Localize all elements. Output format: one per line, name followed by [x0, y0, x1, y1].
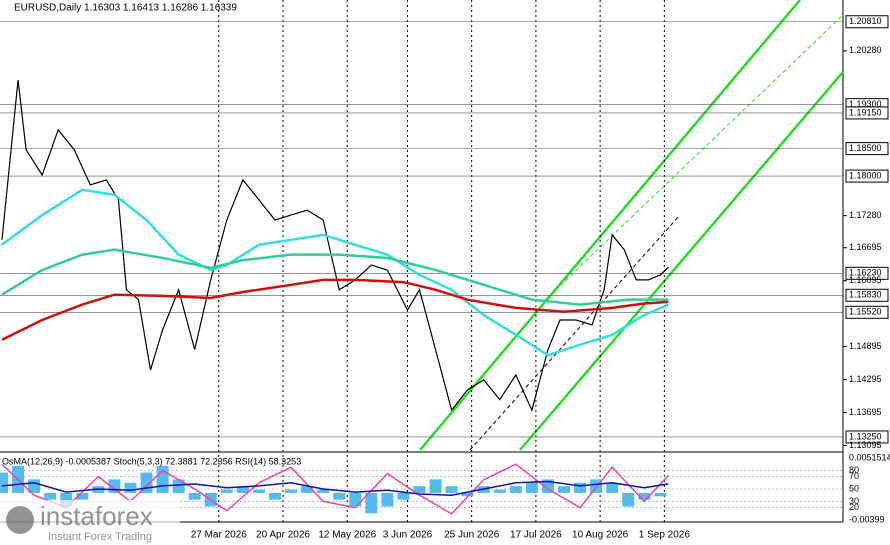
y-tick-label: 1.14895 [849, 341, 882, 351]
osma-bar [558, 486, 570, 493]
x-tick-label: 27 Mar 2026 [191, 530, 248, 541]
y-tick-label: 1.16695 [849, 242, 882, 252]
osma-bar [301, 486, 314, 493]
osma-bar [220, 489, 233, 493]
osma-bar [317, 489, 330, 493]
osma-bar [413, 486, 426, 493]
y-tick-label: 1.18500 [849, 143, 882, 153]
osma-bar [333, 492, 346, 500]
level-box [845, 142, 889, 156]
price-line [1, 188, 669, 357]
channel [419, 0, 844, 451]
x-tick-label: 12 May 2026 [318, 530, 376, 541]
channel-mid [544, 14, 844, 301]
osma-bar [172, 479, 185, 493]
osma-bar [654, 492, 667, 497]
y-tick-label: 1.19150 [849, 107, 882, 117]
osma-bar [188, 492, 201, 500]
y-tick-label: 1.20280 [849, 45, 882, 55]
y-tick-label: 1.15830 [849, 290, 882, 300]
osma-bar [268, 492, 281, 500]
y-tick-label: 1.16230 [849, 268, 882, 278]
y-tick-label: 1.13695 [849, 407, 882, 417]
x-tick-label: 25 Jun 2026 [444, 530, 499, 541]
osma-bar [429, 479, 442, 493]
osma-bar [124, 482, 137, 493]
osma-bar [236, 486, 249, 493]
indicator-line [1, 480, 669, 496]
osma-bar [381, 492, 394, 507]
y-tick-label: 1.13095 [849, 440, 882, 450]
price-line [1, 79, 669, 412]
y-tick-label: 1.15520 [849, 307, 882, 317]
chart-title: EURUSD,Daily 1.16303 1.16413 1.16286 1.1… [14, 3, 237, 14]
y2-tick-label: 50 [849, 483, 859, 493]
y-tick-label: 1.13250 [849, 431, 882, 441]
osma-bar [541, 479, 554, 493]
osma-bar [0, 472, 8, 493]
osma-bar [397, 492, 410, 500]
level-box [845, 266, 889, 280]
trend-line [469, 214, 681, 451]
y2-tick-label: 20 [849, 502, 859, 512]
level-box [845, 106, 889, 120]
indicator-title: OsMA(12,26,9) -0.0005387 Stoch(5,3,3) 72… [2, 456, 301, 466]
y-tick-label: 1.19300 [849, 99, 882, 109]
x-tick-label: 20 Apr 2026 [256, 530, 310, 541]
watermark-logo [6, 506, 34, 534]
osma-bar [525, 482, 538, 493]
osma-bar [445, 486, 458, 493]
level-box [845, 288, 889, 302]
x-tick-label: 10 Aug 2026 [572, 530, 629, 541]
osma-bar [76, 492, 89, 500]
watermark-tagline: Instant Forex Trading [48, 531, 152, 543]
price-line [1, 248, 669, 306]
level-box [845, 169, 889, 183]
y2-tick-label: 70 [849, 471, 859, 481]
price-line [1, 278, 669, 341]
y-tick-label: 1.14295 [849, 374, 882, 384]
osma-bar [606, 482, 619, 493]
y-tick-label: -0.00399 [849, 514, 885, 524]
y2-tick-label: 30 [849, 496, 859, 506]
osma-bar [349, 492, 362, 507]
osma-bar [574, 482, 587, 493]
level-box [845, 15, 889, 29]
channel-lower [519, 71, 844, 451]
y2-tick-label: 80 [849, 465, 859, 475]
osma-bar [365, 492, 378, 514]
watermark: instaforex Instant Forex Trading [0, 500, 180, 545]
y-tick-label: 1.16095 [849, 275, 882, 285]
x-tick-label: 1 Sep 2026 [639, 530, 691, 541]
osma-bar [638, 492, 651, 500]
osma-bar [252, 489, 265, 493]
y-tick-label: 1.17280 [849, 210, 882, 220]
osma-bar [493, 489, 506, 493]
osma-bar [622, 492, 635, 507]
channel-upper [419, 0, 801, 451]
x-tick-label: 17 Jul 2026 [510, 530, 562, 541]
level-box [845, 305, 889, 319]
watermark-brand: instaforex [40, 501, 153, 531]
osma-bar [509, 486, 522, 493]
y-tick-label: 0.0051514 [849, 452, 890, 462]
x-tick-label: 3 Jun 2026 [383, 530, 433, 541]
y-tick-label: 1.20810 [849, 16, 882, 26]
osma-bar [285, 489, 298, 493]
osma-bar [44, 492, 57, 500]
osma-bar [461, 492, 474, 497]
level-box [845, 430, 889, 444]
y-tick-label: 1.18000 [849, 170, 882, 180]
